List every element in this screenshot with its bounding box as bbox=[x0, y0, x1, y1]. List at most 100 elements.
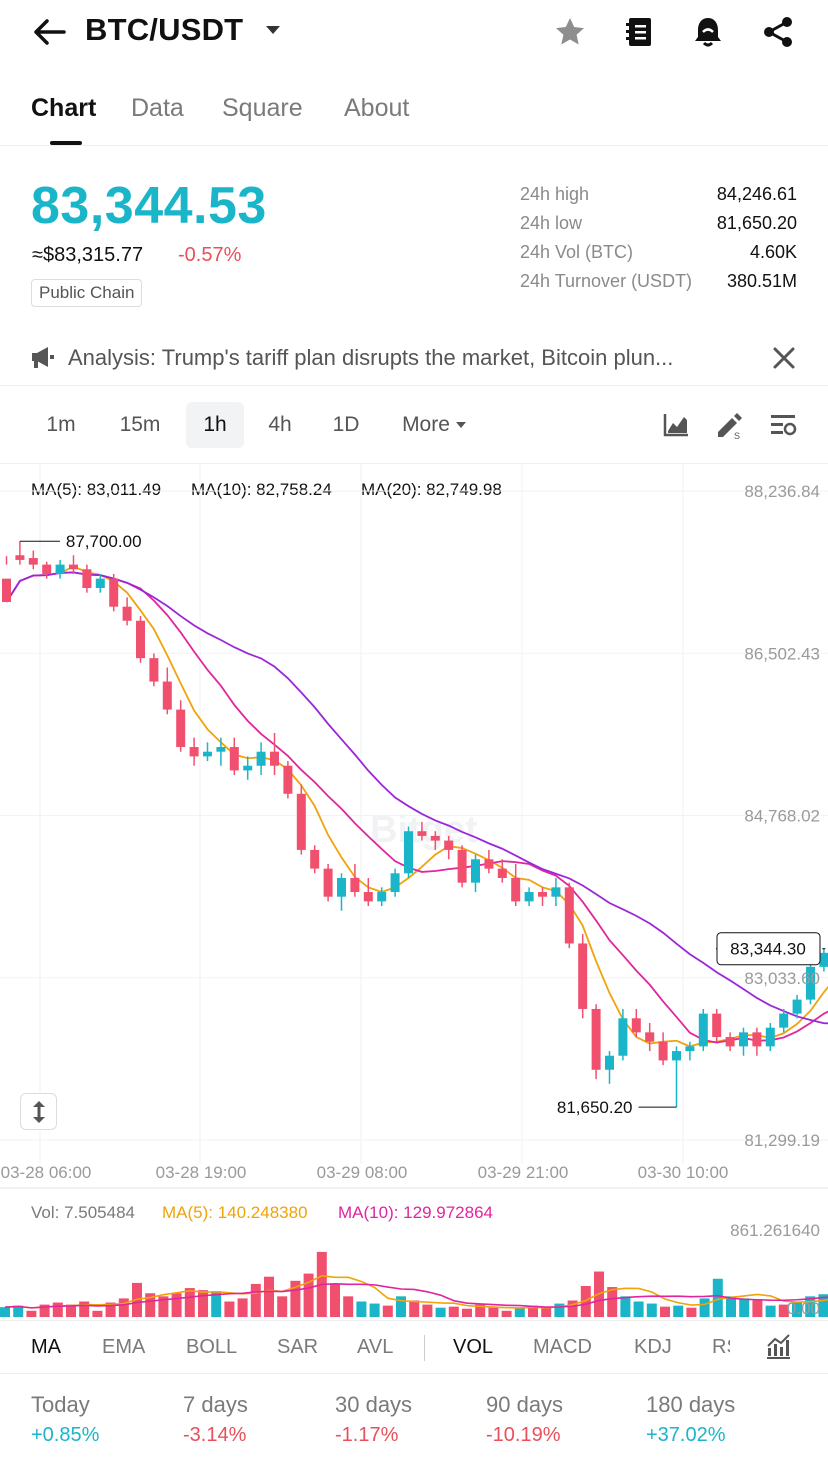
interval-1m[interactable]: 1m bbox=[46, 413, 76, 436]
ind-boll[interactable]: BOLL bbox=[186, 1336, 238, 1358]
interval-more[interactable]: More bbox=[392, 402, 476, 448]
volume-bar bbox=[145, 1293, 156, 1317]
stat-label-24h-vol: 24h Vol (BTC) bbox=[520, 242, 634, 262]
candle-body bbox=[685, 1046, 695, 1052]
candle-body bbox=[511, 877, 521, 902]
candle-body bbox=[283, 765, 293, 794]
tab-chart[interactable]: Chart bbox=[31, 94, 97, 122]
current-price-tag bbox=[716, 932, 821, 966]
volume-bar bbox=[250, 1283, 261, 1317]
ind-kdj[interactable]: KDJ bbox=[634, 1336, 672, 1358]
news-banner[interactable]: Analysis: Trump's tariff plan disrupts t… bbox=[0, 330, 828, 386]
tab-about[interactable]: About bbox=[344, 94, 410, 122]
time-axis-label: 03-28 06:00 bbox=[1, 1163, 92, 1182]
volume-bar bbox=[26, 1310, 37, 1317]
notebook-icon[interactable] bbox=[619, 12, 659, 52]
ind-macd[interactable]: MACD bbox=[533, 1336, 592, 1358]
volume-bar bbox=[792, 1301, 802, 1317]
candle-body bbox=[15, 555, 25, 560]
ind-ema[interactable]: EMA bbox=[102, 1336, 146, 1358]
candle-body bbox=[28, 558, 38, 565]
ind-rsi[interactable]: RSI bbox=[712, 1336, 730, 1358]
stat-value-24h-turnover: 380.51M bbox=[726, 271, 797, 291]
alert-bell-icon[interactable] bbox=[688, 12, 728, 52]
volume-axis-max: 861.261640 bbox=[730, 1221, 820, 1240]
chart-settings-icon[interactable] bbox=[766, 408, 800, 442]
perf-label-90d: 90 days bbox=[486, 1392, 564, 1417]
price-axis-label: 81,299.19 bbox=[744, 1131, 820, 1150]
interval-bar: 1m 15m 1h 4h 1D More S bbox=[0, 386, 828, 464]
volume-bar bbox=[422, 1304, 433, 1317]
volume-bar bbox=[105, 1302, 116, 1317]
high-marker-label: 87,700.00 bbox=[66, 532, 142, 551]
volume-bar bbox=[488, 1307, 499, 1317]
candle-body bbox=[363, 892, 373, 902]
volume-bar bbox=[66, 1304, 76, 1317]
candle-body bbox=[752, 1032, 762, 1047]
interval-1h[interactable]: 1h bbox=[186, 402, 244, 448]
candle-body bbox=[698, 1013, 708, 1047]
volume-bar bbox=[660, 1306, 670, 1317]
indicator-settings-icon[interactable] bbox=[764, 1333, 792, 1366]
price-axis: 88,236.84 86,502.43 84,768.02 83,033.60 81,2… bbox=[716, 482, 828, 1150]
volume-axis-min: 0.00 bbox=[787, 1299, 820, 1318]
share-icon[interactable] bbox=[758, 12, 798, 52]
volume-bar bbox=[501, 1310, 512, 1317]
candle-body bbox=[69, 564, 78, 570]
interval-more-label: More bbox=[402, 413, 450, 436]
close-icon[interactable] bbox=[770, 344, 798, 372]
star-icon[interactable] bbox=[550, 12, 590, 52]
active-tab-indicator bbox=[50, 141, 82, 145]
ind-ma[interactable]: MA bbox=[31, 1336, 61, 1358]
volume-bar bbox=[171, 1293, 182, 1317]
ind-vol[interactable]: VOL bbox=[453, 1336, 494, 1358]
candle-body bbox=[430, 835, 440, 841]
perf-label-180d: 180 days bbox=[646, 1392, 736, 1417]
pair-title[interactable]: BTC/USDT bbox=[85, 12, 244, 47]
chart-type-icon[interactable] bbox=[659, 408, 693, 442]
candle-body bbox=[337, 877, 346, 897]
volume-bar bbox=[528, 1305, 538, 1317]
tab-data[interactable]: Data bbox=[131, 94, 184, 122]
candle-body bbox=[779, 1013, 789, 1028]
price-chart[interactable]: Bitget 88,236.8486,502.4384,768.0283,033… bbox=[0, 464, 828, 1320]
interval-15m[interactable]: 15m bbox=[119, 413, 161, 436]
main-tabs: Chart Data Square About bbox=[0, 80, 828, 146]
time-axis-label: 03-30 10:00 bbox=[638, 1163, 729, 1182]
resize-handle-icon[interactable] bbox=[20, 1093, 57, 1130]
ind-avl[interactable]: AVL bbox=[357, 1336, 394, 1358]
volume-bar bbox=[198, 1290, 208, 1317]
interval-4h[interactable]: 4h bbox=[268, 413, 292, 436]
ma5-legend: MA(5): 83,011.49 bbox=[31, 480, 162, 499]
candle-body bbox=[765, 1027, 775, 1047]
volume-bar bbox=[607, 1287, 618, 1317]
candle-body bbox=[390, 873, 400, 893]
tab-square[interactable]: Square bbox=[222, 94, 303, 122]
interval-1d[interactable]: 1D bbox=[332, 413, 360, 436]
candle-body bbox=[310, 849, 320, 869]
candle-body bbox=[591, 1008, 601, 1070]
candle-body bbox=[149, 658, 159, 682]
ind-sar[interactable]: SAR bbox=[277, 1336, 319, 1358]
volume-bar bbox=[158, 1296, 169, 1317]
ma-line bbox=[5, 571, 828, 1025]
volume-bar bbox=[79, 1301, 90, 1317]
time-axis-label: 03-29 21:00 bbox=[478, 1163, 569, 1182]
candle-body bbox=[55, 564, 65, 574]
candle-body bbox=[256, 751, 266, 766]
volume-bar bbox=[184, 1288, 195, 1317]
chevron-down-icon[interactable] bbox=[266, 26, 280, 34]
volume-bars bbox=[0, 1251, 828, 1317]
public-chain-badge[interactable]: Public Chain bbox=[31, 279, 143, 307]
news-headline[interactable]: Analysis: Trump's tariff plan disrupts t… bbox=[68, 345, 674, 370]
back-arrow-icon[interactable] bbox=[30, 12, 70, 52]
volume-bar bbox=[448, 1306, 459, 1317]
volume-bar bbox=[699, 1298, 710, 1317]
draw-tool-icon[interactable]: S bbox=[712, 408, 746, 442]
candle-body bbox=[444, 840, 454, 850]
hi-lo-markers: 87,700.00 81,650.20 bbox=[19, 532, 677, 1117]
candle-body bbox=[176, 709, 186, 748]
candle-body bbox=[819, 952, 828, 967]
volume-bar bbox=[475, 1304, 486, 1317]
candle-body bbox=[605, 1055, 614, 1070]
